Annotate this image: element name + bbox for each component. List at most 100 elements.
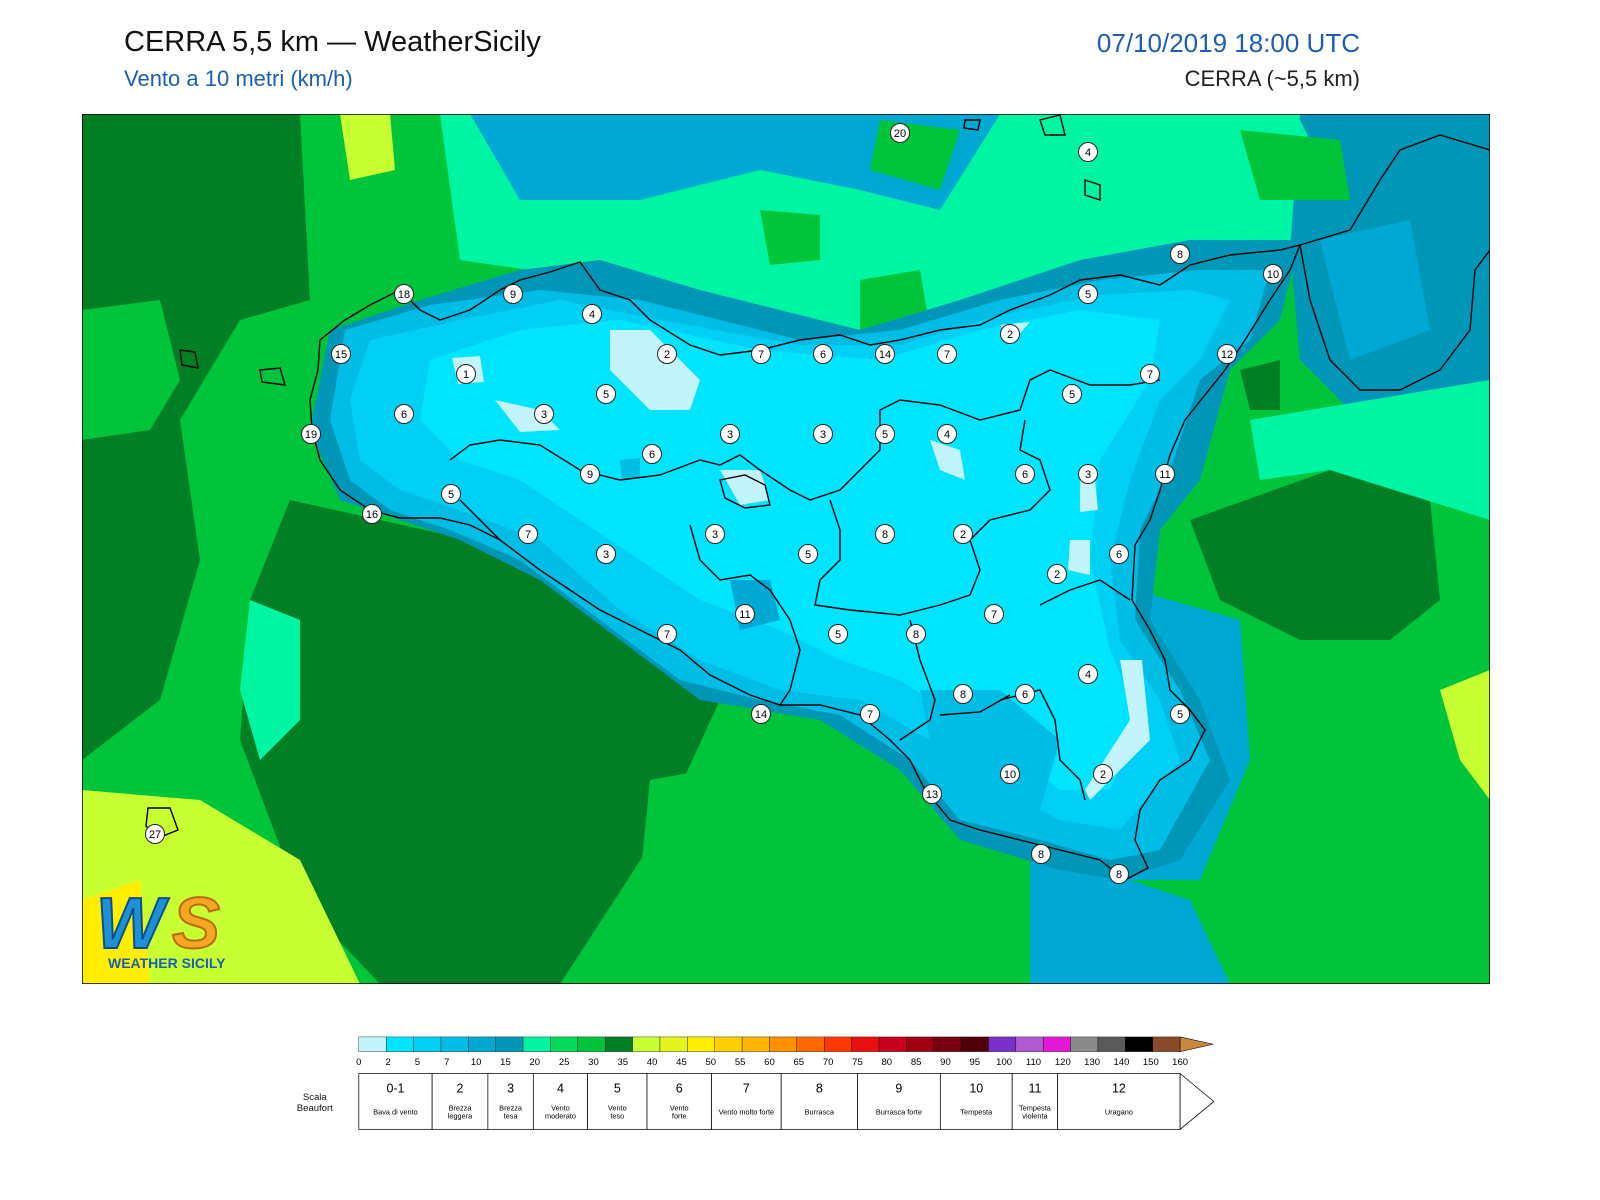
colorbar-tick: 5 — [415, 1057, 420, 1068]
wind-label: 6 — [642, 444, 662, 464]
wind-value: 2 — [960, 529, 966, 541]
colorbar-tick: 130 — [1084, 1057, 1100, 1068]
wind-value: 11 — [739, 609, 750, 621]
forecast-datetime: 07/10/2019 18:00 UTC — [1096, 28, 1360, 58]
beaufort-number: 8 — [816, 1082, 823, 1096]
beaufort-name: Vento teso — [608, 1103, 627, 1120]
wind-label: 10 — [1263, 264, 1283, 284]
colorbar-tick: 120 — [1055, 1057, 1071, 1068]
colorbar-swatch — [851, 1036, 880, 1052]
wind-value: 5 — [835, 629, 841, 641]
colorbar-swatch — [769, 1036, 798, 1052]
wind-label: 2 — [1000, 324, 1020, 344]
wind-value: 8 — [1116, 869, 1122, 881]
colorbar-tick: 40 — [647, 1057, 658, 1068]
colorbar-tick: 80 — [882, 1057, 893, 1068]
wind-label: 11 — [1155, 464, 1175, 484]
wind-value: 3 — [541, 409, 547, 421]
beaufort-class: 3 Brezza tesa — [487, 1073, 534, 1130]
colorbar-tick: 15 — [500, 1057, 511, 1068]
beaufort-number: 7 — [743, 1082, 750, 1096]
wind-label: 16 — [362, 504, 382, 524]
wind-label: 4 — [937, 424, 957, 444]
wind-value: 5 — [1177, 709, 1183, 721]
svg-text:W: W — [96, 884, 170, 964]
colorbar-tick: 50 — [706, 1057, 717, 1068]
wind-field — [82, 114, 1490, 984]
wind-value: 3 — [820, 429, 826, 441]
wind-value: 8 — [913, 629, 919, 641]
wind-value: 3 — [1085, 469, 1091, 481]
beaufort-class: 5 Vento teso — [587, 1073, 648, 1130]
wind-label: 3 — [1078, 464, 1098, 484]
wind-value: 7 — [1147, 369, 1153, 381]
beaufort-class: 0-1 Bava di vento — [358, 1073, 433, 1130]
colorbar-tick: 45 — [676, 1057, 687, 1068]
wind-label: 4 — [1078, 142, 1098, 162]
beaufort-name: Brezza leggera — [448, 1103, 473, 1120]
wind-label: 5 — [828, 624, 848, 644]
wind-value: 13 — [926, 789, 938, 801]
wind-value: 9 — [510, 289, 516, 301]
colorbar-swatch — [933, 1036, 962, 1052]
beaufort-number: 5 — [614, 1082, 621, 1096]
wind-label: 15 — [331, 344, 351, 364]
color-scale-legend: 0 2 5 7 10 15 20 25 30 35 40 45 50 55 60 65 70 75 80 85 90 95… — [297, 1036, 1215, 1131]
wind-value: 3 — [712, 529, 718, 541]
wind-value: 10 — [1004, 769, 1016, 781]
wind-value: 2 — [1054, 569, 1060, 581]
wind-value: 20 — [894, 128, 906, 140]
beaufort-name: Vento moderato — [545, 1103, 576, 1120]
colorbar-swatch — [468, 1036, 496, 1052]
colorbar — [358, 1036, 1214, 1052]
wind-label: 8 — [875, 524, 895, 544]
wind-value: 6 — [1116, 549, 1122, 561]
wind-label: 4 — [1078, 664, 1098, 684]
wind-value: 1 — [463, 369, 469, 381]
beaufort-name: Vento molto forte — [719, 1108, 774, 1117]
colorbar-swatch — [824, 1036, 852, 1052]
colorbar-tick: 55 — [735, 1057, 746, 1068]
beaufort-number: 10 — [969, 1082, 983, 1096]
colorbar-tick: 160 — [1172, 1057, 1188, 1068]
wind-value: 5 — [448, 489, 454, 501]
wind-label: 7 — [657, 624, 677, 644]
wind-label: 5 — [596, 384, 616, 404]
wind-value: 5 — [603, 389, 609, 401]
wind-label: 11 — [735, 604, 755, 624]
wind-label: 7 — [518, 524, 538, 544]
wind-value: 4 — [944, 429, 950, 441]
wind-label: 8 — [1031, 844, 1051, 864]
colorbar-swatch — [358, 1036, 387, 1052]
wind-label: 10 — [1000, 764, 1020, 784]
wind-label: 6 — [1109, 544, 1129, 564]
beaufort-class: 7 Vento molto forte — [711, 1073, 782, 1130]
wind-value: 4 — [1085, 147, 1091, 159]
wind-label: 12 — [1217, 344, 1237, 364]
wind-value: 16 — [366, 509, 378, 521]
wind-value: 12 — [1221, 349, 1233, 361]
wind-value: 11 — [1159, 469, 1170, 481]
beaufort-number: 2 — [457, 1082, 464, 1096]
colorbar-swatch — [413, 1036, 442, 1052]
colorbar-tick: 85 — [911, 1057, 922, 1068]
wind-value: 7 — [944, 349, 950, 361]
wind-value: 8 — [960, 689, 966, 701]
colorbar-swatch — [906, 1036, 934, 1052]
colorbar-tick: 140 — [1114, 1057, 1130, 1068]
beaufort-class: 6 Vento forte — [646, 1073, 712, 1130]
colorbar-arrow — [1179, 1036, 1214, 1052]
colorbar-tick-labels: 0 2 5 7 10 15 20 25 30 35 40 45 50 55 60 65 70 75 80 85 90 95… — [356, 1057, 1188, 1068]
chart-subtitle: Vento a 10 metri (km/h) — [124, 66, 353, 91]
beaufort-class: 9 Burrasca forte — [857, 1073, 941, 1130]
beaufort-name: Uragano — [1105, 1108, 1133, 1117]
wind-value: 2 — [1100, 769, 1106, 781]
wind-label: 6 — [1015, 684, 1035, 704]
wind-label: 5 — [875, 424, 895, 444]
colorbar-swatch — [385, 1036, 414, 1052]
colorbar-tick: 2 — [385, 1057, 390, 1068]
wind-label: 5 — [798, 544, 818, 564]
wind-label: 3 — [705, 524, 725, 544]
wind-value: 18 — [398, 289, 410, 301]
